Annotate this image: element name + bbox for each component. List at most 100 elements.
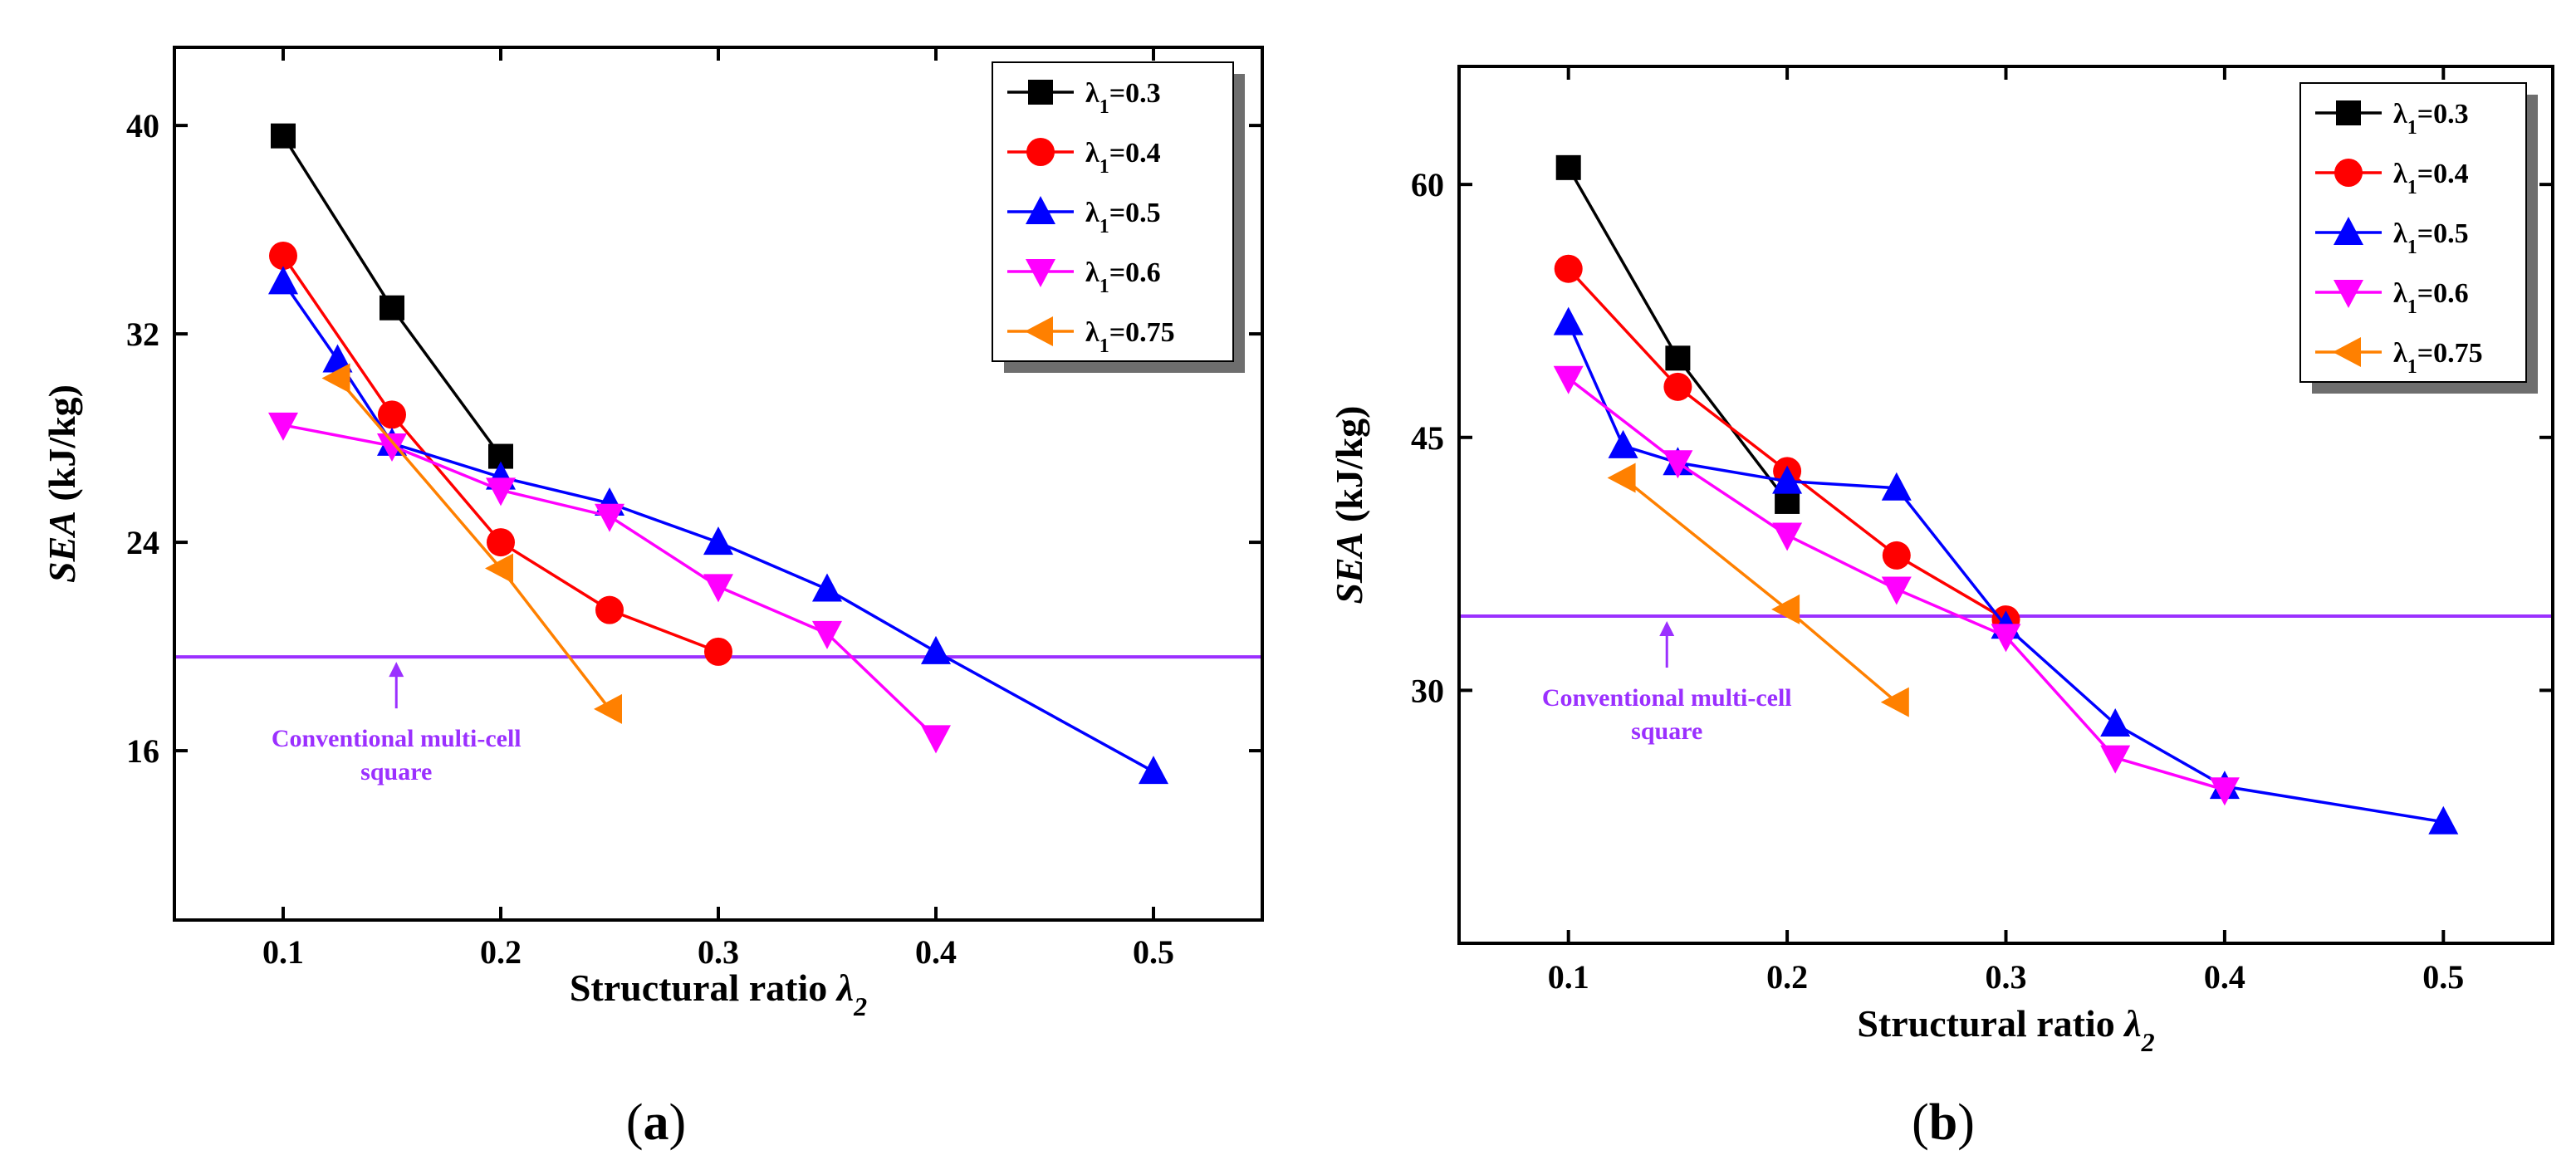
y-tick-label: 16 bbox=[126, 732, 159, 770]
data-point-series-2 bbox=[1772, 465, 1803, 494]
legend-label-symbol: λ bbox=[1085, 198, 1099, 228]
data-point-series-3 bbox=[1772, 522, 1803, 551]
legend-label-0: λ1=0.3 bbox=[2393, 99, 2469, 139]
legend-marker-0 bbox=[1028, 80, 1053, 105]
x-axis-title-subscript: 2 bbox=[2141, 1027, 2155, 1057]
data-point-series-3 bbox=[486, 477, 516, 507]
reference-label-line2: square bbox=[1631, 717, 1702, 745]
x-axis-title-text: Structural ratio bbox=[570, 967, 837, 1009]
legend-label-subscript: 1 bbox=[1099, 276, 1109, 297]
legend-marker-4 bbox=[2333, 337, 2361, 367]
x-tick-label: 0.5 bbox=[2422, 958, 2464, 996]
x-tick-label: 0.4 bbox=[915, 933, 957, 971]
legend-marker-1 bbox=[1026, 138, 1055, 166]
data-point-series-1 bbox=[595, 595, 624, 624]
legend-label-symbol: λ bbox=[2393, 278, 2407, 309]
x-tick-label: 0.3 bbox=[698, 933, 739, 971]
data-point-series-0 bbox=[380, 295, 404, 321]
data-point-series-1 bbox=[1554, 254, 1583, 283]
x-axis-title: Structural ratio λ2 bbox=[1857, 1002, 2154, 1057]
x-axis-title-symbol: λ bbox=[835, 967, 854, 1009]
legend-label-symbol: λ bbox=[1085, 257, 1099, 288]
y-tick-label: 60 bbox=[1411, 166, 1444, 203]
legend-label-subscript: 1 bbox=[1099, 216, 1109, 237]
data-point-series-3 bbox=[2100, 745, 2131, 774]
data-point-series-0 bbox=[1555, 154, 1581, 180]
data-point-series-2 bbox=[268, 266, 298, 295]
data-point-series-2 bbox=[921, 635, 951, 664]
legend-label-2: λ1=0.5 bbox=[2393, 218, 2469, 258]
data-point-series-1 bbox=[1663, 372, 1692, 401]
y-tick-label: 40 bbox=[126, 107, 159, 144]
legend-label-symbol: λ bbox=[2393, 159, 2407, 189]
y-tick-label: 30 bbox=[1411, 672, 1444, 709]
x-tick-label: 0.2 bbox=[480, 933, 522, 971]
legend-marker-2 bbox=[2334, 217, 2363, 245]
legend-marker-3 bbox=[1026, 259, 1055, 287]
y-tick-label: 32 bbox=[126, 316, 159, 353]
series-line-2 bbox=[1567, 321, 2444, 824]
legend-label-4: λ1=0.75 bbox=[2393, 338, 2483, 378]
data-point-series-2 bbox=[1553, 306, 1584, 335]
x-axis-title-subscript: 2 bbox=[853, 991, 867, 1021]
data-point-series-4 bbox=[321, 363, 350, 394]
y-tick-label: 24 bbox=[126, 524, 159, 561]
legend-label-4: λ1=0.75 bbox=[1085, 317, 1175, 357]
y-axis-title-unit: (kJ/kg) bbox=[41, 384, 83, 511]
y-axis-title-quantity: SEA bbox=[41, 511, 83, 583]
legend-label-0: λ1=0.3 bbox=[1085, 78, 1161, 118]
legend-label-value: =0.5 bbox=[2417, 218, 2469, 249]
legend-label-subscript: 1 bbox=[2407, 237, 2417, 258]
series-line-4 bbox=[1622, 477, 1898, 703]
x-tick-label: 0.2 bbox=[1766, 958, 1808, 996]
y-axis-title: SEA (kJ/kg) bbox=[41, 384, 83, 583]
data-point-series-2 bbox=[1881, 472, 1912, 501]
legend-marker-2 bbox=[1026, 196, 1055, 224]
data-point-series-1 bbox=[1882, 541, 1911, 570]
legend-label-1: λ1=0.4 bbox=[1085, 138, 1161, 178]
data-point-series-3 bbox=[377, 433, 407, 463]
legend-label-value: =0.6 bbox=[2417, 278, 2469, 309]
legend-label-3: λ1=0.6 bbox=[2393, 278, 2469, 318]
data-point-series-3 bbox=[921, 725, 951, 754]
series-line-1 bbox=[1567, 267, 2007, 621]
legend-label-value: =0.4 bbox=[2417, 159, 2469, 189]
legend-label-subscript: 1 bbox=[1099, 156, 1109, 178]
legend-label-value: =0.5 bbox=[1109, 198, 1161, 228]
legend-label-symbol: λ bbox=[1085, 317, 1099, 348]
legend-label-subscript: 1 bbox=[2407, 356, 2417, 378]
data-point-series-4 bbox=[1607, 463, 1636, 493]
data-point-series-3 bbox=[1881, 576, 1912, 605]
data-point-series-4 bbox=[1771, 594, 1800, 624]
data-point-series-2 bbox=[1608, 429, 1638, 458]
y-axis-title: SEA (kJ/kg) bbox=[1328, 405, 1370, 604]
data-point-series-2 bbox=[322, 344, 353, 373]
x-tick-label: 0.5 bbox=[1133, 933, 1174, 971]
legend-label-subscript: 1 bbox=[2407, 177, 2417, 198]
data-point-series-2 bbox=[2428, 805, 2459, 835]
data-point-series-1 bbox=[378, 400, 406, 429]
data-point-series-4 bbox=[1880, 687, 1909, 717]
series-line-4 bbox=[336, 377, 611, 710]
data-point-series-1 bbox=[269, 241, 297, 270]
data-point-series-4 bbox=[594, 693, 622, 724]
legend-label-value: =0.6 bbox=[1109, 257, 1161, 288]
legend-label-value: =0.3 bbox=[2417, 99, 2469, 130]
data-point-series-3 bbox=[1991, 624, 2021, 653]
reference-arrow-head bbox=[1659, 621, 1675, 637]
x-axis-title-text: Structural ratio bbox=[1857, 1002, 2124, 1045]
y-axis-title-unit: (kJ/kg) bbox=[1328, 405, 1370, 531]
legend-marker-4 bbox=[1025, 316, 1053, 346]
legend-label-value: =0.75 bbox=[1109, 317, 1175, 348]
data-point-series-4 bbox=[485, 553, 513, 584]
legend-label-symbol: λ bbox=[2393, 218, 2407, 249]
y-tick-label: 45 bbox=[1411, 419, 1444, 457]
data-point-series-2 bbox=[812, 573, 842, 602]
data-point-series-0 bbox=[271, 123, 296, 149]
data-point-series-3 bbox=[1663, 450, 1693, 479]
legend-label-subscript: 1 bbox=[2407, 117, 2417, 139]
legend-label-1: λ1=0.4 bbox=[2393, 159, 2469, 198]
data-point-series-3 bbox=[703, 574, 733, 603]
data-point-series-2 bbox=[1139, 756, 1168, 785]
